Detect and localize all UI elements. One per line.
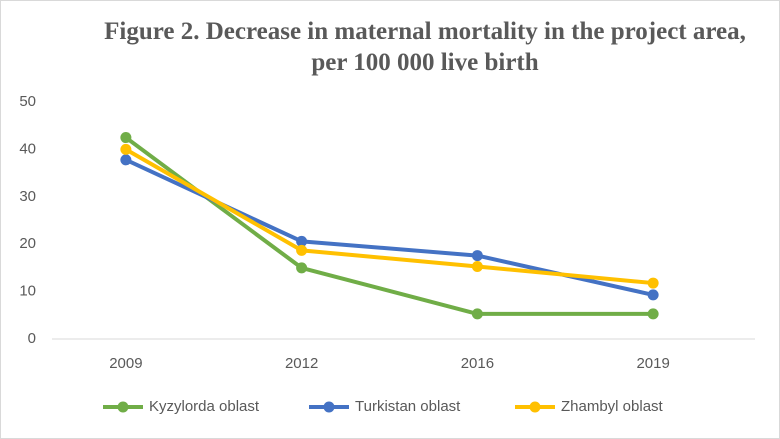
data-point	[471, 250, 483, 262]
data-point	[120, 154, 132, 166]
y-tick-label: 20	[19, 235, 36, 252]
y-tick-label: 50	[19, 93, 36, 110]
y-tick-label: 10	[19, 283, 36, 300]
chart-title: Figure 2. Decrease in maternal mortality…	[104, 18, 746, 76]
legend-label: Zhambyl oblast	[561, 398, 664, 415]
data-point	[647, 308, 659, 320]
x-tick-label: 2016	[461, 355, 494, 372]
data-point	[296, 235, 308, 247]
data-point	[647, 277, 659, 289]
y-tick-label: 40	[19, 140, 36, 157]
data-point	[120, 132, 132, 144]
legend-marker	[529, 401, 541, 413]
x-tick-label: 2009	[109, 355, 142, 372]
series-line	[124, 135, 654, 316]
legend-marker	[323, 401, 335, 413]
data-point	[471, 260, 483, 272]
y-tick-label: 30	[19, 188, 36, 205]
x-tick-label: 2012	[285, 355, 318, 372]
series-line	[124, 147, 654, 286]
y-tick-label: 0	[28, 330, 36, 347]
x-tick-label: 2019	[636, 355, 669, 372]
legend-label: Kyzylorda oblast	[149, 398, 260, 415]
data-point	[647, 289, 659, 301]
legend-label: Turkistan oblast	[355, 398, 461, 415]
data-point	[296, 262, 308, 274]
data-point	[296, 244, 308, 256]
data-point	[471, 308, 483, 320]
data-point	[120, 143, 132, 155]
legend-marker	[117, 401, 129, 413]
